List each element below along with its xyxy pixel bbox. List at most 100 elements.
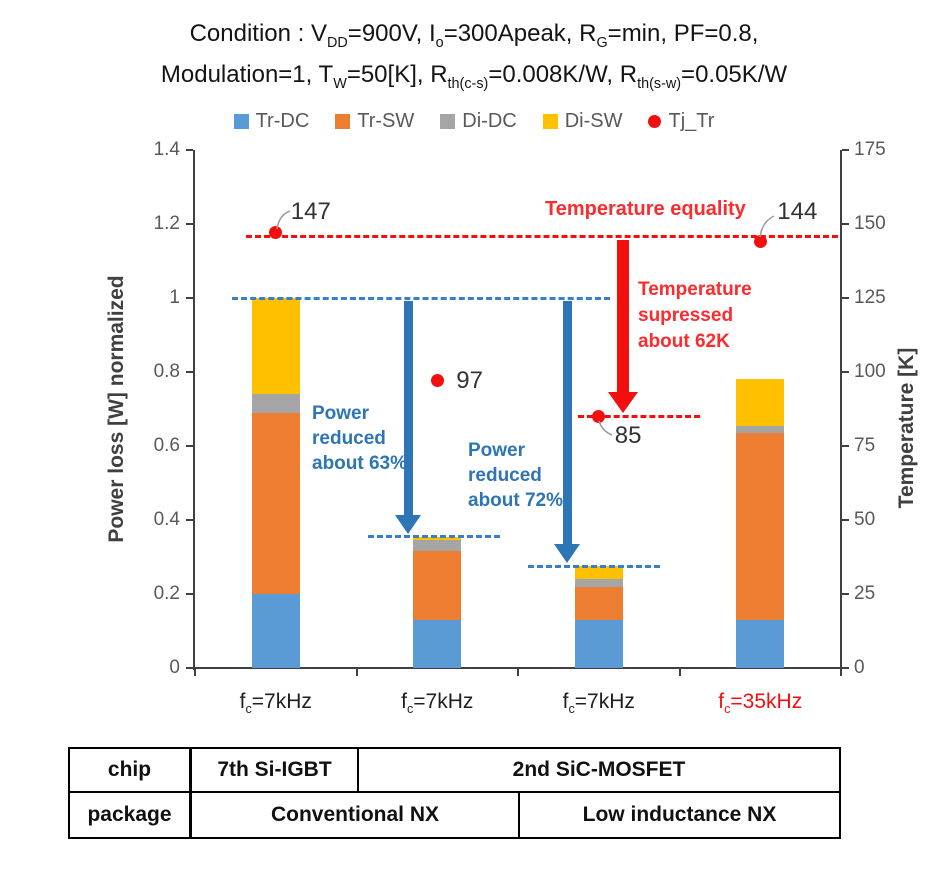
table-cell-si-igbt: 7th Si-IGBT [192,749,359,791]
left-axis-tick [186,593,193,595]
bar-segment-tr-sw-cat2 [413,551,462,620]
bar-segment-di-dc-cat1 [251,394,300,413]
table-header-package: package [70,793,192,837]
x-category-label-2: fc=7kHz [401,690,474,717]
chart-legend: Tr-DC Tr-SW Di-DC Di-SW Tj_Tr [0,110,948,133]
right-axis-tick-label: 125 [854,287,886,308]
bar-segment-tr-dc-cat1 [251,594,300,668]
red-arrow-temperature-suppressed-head [608,392,638,413]
legend-square-marker [542,114,558,129]
bar-segment-tr-sw-cat4 [736,433,785,620]
bar-segment-tr-dc-cat4 [736,619,785,668]
table-cell-conventional-nx: Conventional NX [192,793,520,837]
left-axis-tick [186,445,193,447]
tj-tr-point-label-2: 97 [456,366,483,394]
annotation-temperature-equality: Temperature equality [545,198,746,220]
legend-label: Tr-SW [357,110,415,132]
bar-segment-di-dc-cat3 [574,579,623,587]
legend-label: Di-SW [564,110,623,132]
chip-package-table: chip 7th Si-IGBT 2nd SiC-MOSFET package … [68,747,841,839]
right-axis-tick [842,297,849,299]
legend-label: Tr-DC [255,110,310,132]
dashed-line-temp-85 [578,414,700,418]
annotation-line: Power [312,403,370,424]
annotation-line: about 72% [468,490,564,511]
right-axis-tick [842,593,849,595]
right-axis-tick-label: 100 [854,361,886,382]
x-category-label-3: fc=7kHz [562,690,635,717]
legend-square-marker [335,114,351,129]
bar-segment-di-sw-cat3 [574,566,623,580]
tj-tr-point-2 [430,374,444,388]
bar-segment-di-sw-cat4 [736,379,785,426]
right-axis-tick-label: 150 [854,213,886,234]
dashed-line-power-028 [528,564,660,568]
left-axis-tick-label: 0.4 [153,509,180,530]
annotation-line: reduced [312,428,386,449]
condition-line-2: Modulation=1, TW=50[K], Rth(c-s)=0.008K/… [160,60,788,92]
left-axis-tick [186,297,193,299]
blue-arrow-power-reduced-72-body [562,301,572,544]
left-axis-line [193,150,195,670]
dashed-line-power-036 [368,535,500,539]
table-row-chip: chip 7th Si-IGBT 2nd SiC-MOSFET [70,749,839,793]
bar-segment-tr-dc-cat2 [413,619,462,668]
annotation-line: supressed [638,305,734,326]
left-axis-tick-label: 1 [169,287,180,308]
legend-label: Tj_Tr [668,110,715,132]
right-axis-tick [842,667,849,669]
right-axis-tick [842,445,849,447]
right-axis-tick [842,149,849,151]
legend-item-di-sw: Di-SW [542,110,623,133]
left-axis-tick [186,149,193,151]
table-cell-low-inductance-nx: Low inductance NX [582,803,777,826]
annotation-temperature-suppressed: Temperature supressed about 62K [638,277,752,355]
bar-segment-tr-sw-cat3 [574,586,623,620]
x-axis-tick [355,669,358,676]
x-category-label-1: fc=7kHz [239,690,312,717]
annotation-line: Temperature [638,279,752,300]
red-arrow-temperature-suppressed-body [617,240,629,392]
x-axis-line [193,667,842,669]
legend-label: Di-DC [462,110,517,132]
bar-segment-di-dc-cat2 [413,540,462,552]
tj-tr-point-1 [269,226,283,240]
annotation-power-reduced-72: Power reduced about 72% [468,438,563,513]
annotation-line: reduced [468,465,542,486]
right-axis-tick-label: 0 [854,657,865,678]
right-axis-title: Temperature [K] [895,347,918,509]
legend-item-tj-tr: Tj_Tr [648,110,714,133]
tj-tr-point-label-3: 85 [614,422,642,450]
annotation-line: Power [468,440,526,461]
right-axis-tick [842,519,849,521]
bar-segment-di-sw-cat2 [413,536,462,541]
x-category-label-4: fc=35kHz [718,690,803,717]
bar-segment-tr-sw-cat1 [251,412,300,594]
legend-square-marker [233,114,249,129]
left-axis-tick [186,371,193,373]
table-header-chip: chip [70,749,192,791]
condition-line-1: Condition : VDD=900V, Io=300Apeak, RG=mi… [189,20,759,51]
annotation-power-reduced-63: Power reduced about 63% [312,401,407,476]
left-axis-title: Power loss [W] normalized [105,275,128,543]
left-axis-tick-label: 1.2 [153,213,180,234]
tj-tr-point-label-4: 144 [777,197,818,225]
annotation-line: about 63% [312,453,408,474]
annotation-line: about 62K [638,331,730,352]
blue-arrow-power-reduced-63-body [403,301,413,515]
right-axis-tick-label: 50 [854,509,876,530]
bar-segment-di-sw-cat1 [251,298,300,395]
tj-tr-point-label-1: 147 [290,197,331,225]
x-axis-tick [840,669,842,676]
right-axis-tick-label: 75 [854,435,876,456]
table-row-package: package Conventional NX Low inductance N… [70,793,839,837]
right-axis-tick [842,223,849,225]
left-axis-tick-label: 0 [169,657,180,678]
dashed-line-temp-equality [246,234,838,238]
right-axis-tick-label: 175 [854,139,886,160]
left-axis-tick-label: 0.8 [153,361,180,382]
left-axis-tick [186,519,193,521]
x-axis-tick [194,669,196,676]
